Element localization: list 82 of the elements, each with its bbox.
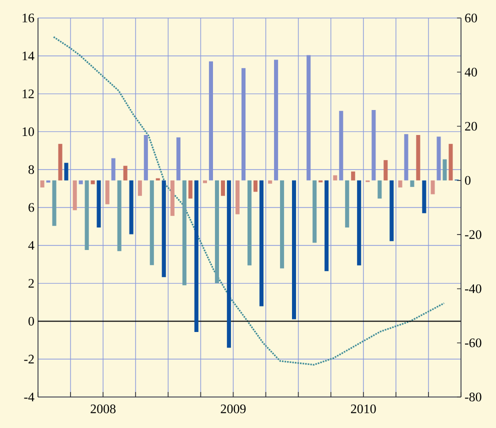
bar: [324, 180, 329, 272]
y2-tick-label: 40: [464, 68, 477, 77]
bar: [351, 171, 356, 180]
bar: [247, 180, 252, 266]
bar: [176, 137, 180, 180]
bar: [390, 180, 394, 242]
bar: [78, 180, 83, 184]
bar: [422, 180, 426, 214]
y-tick-label: -4: [24, 392, 34, 402]
bar: [144, 134, 148, 180]
bar: [280, 180, 284, 268]
bar: [345, 180, 350, 228]
bar: [236, 180, 240, 214]
bar: [333, 175, 338, 180]
bar: [188, 180, 192, 199]
bar: [162, 180, 166, 278]
bar: [404, 134, 408, 180]
bar: [253, 180, 258, 192]
bar: [202, 180, 208, 184]
bar: [384, 160, 388, 180]
bar: [138, 180, 142, 196]
bar: [242, 68, 246, 180]
bar: [339, 110, 344, 180]
y-tick-label: 0: [28, 316, 34, 326]
y-tick-label: -2: [24, 354, 34, 364]
bar: [430, 180, 435, 194]
bar: [378, 180, 382, 199]
bar: [90, 180, 95, 184]
bar: [58, 144, 62, 180]
y-tick-label: 12: [22, 90, 34, 98]
bar: [52, 180, 56, 226]
x-tick-label: 2009: [220, 404, 246, 414]
bar: [357, 180, 362, 266]
bar: [208, 61, 213, 180]
bar: [64, 162, 68, 180]
y-tick-label: 14: [22, 52, 34, 60]
bar: [123, 166, 128, 180]
y2-tick-label: 20: [465, 122, 477, 131]
y2-tick-label: -80: [465, 392, 482, 402]
bar: [84, 180, 89, 250]
bar: [442, 159, 447, 180]
bar: [226, 180, 231, 348]
bar: [105, 180, 110, 204]
bar: [306, 55, 311, 180]
bar: [117, 180, 122, 252]
bar: [72, 180, 77, 210]
bar: [220, 180, 225, 196]
bar: [40, 180, 44, 188]
bar: [274, 60, 278, 180]
bar: [436, 136, 441, 180]
line-series: [52, 36, 445, 366]
bar: [372, 110, 376, 180]
y-tick-label: 10: [22, 127, 34, 136]
bar: [129, 180, 134, 234]
bar: [182, 180, 186, 286]
y2-tick-label: -60: [465, 338, 482, 348]
y-tick-label: 4: [28, 241, 34, 250]
y-tick-label: 16: [22, 14, 34, 22]
bar: [398, 180, 402, 188]
bar: [416, 134, 420, 180]
bar: [150, 180, 154, 266]
x-tick-label: 2010: [351, 404, 376, 414]
bar: [410, 180, 414, 187]
bar: [312, 180, 317, 243]
bar: [111, 158, 116, 180]
bar: [214, 180, 219, 284]
y-tick-label: 8: [28, 165, 34, 174]
bar: [268, 180, 272, 184]
bar: [448, 144, 453, 180]
bar: [194, 180, 198, 332]
y2-tick-label: 0: [465, 176, 471, 185]
y2-tick-label: -20: [465, 230, 482, 239]
bar: [170, 180, 174, 216]
y2-tick-label: -40: [465, 284, 482, 294]
y-tick-label: 2: [28, 279, 34, 288]
bar: [259, 180, 264, 306]
bar: [96, 180, 101, 228]
y2-tick-label: 60: [465, 14, 477, 22]
bar: [46, 180, 50, 183]
x-tick-label: 2008: [90, 404, 116, 414]
bar: [292, 180, 296, 320]
y-tick-label: 6: [28, 203, 34, 212]
